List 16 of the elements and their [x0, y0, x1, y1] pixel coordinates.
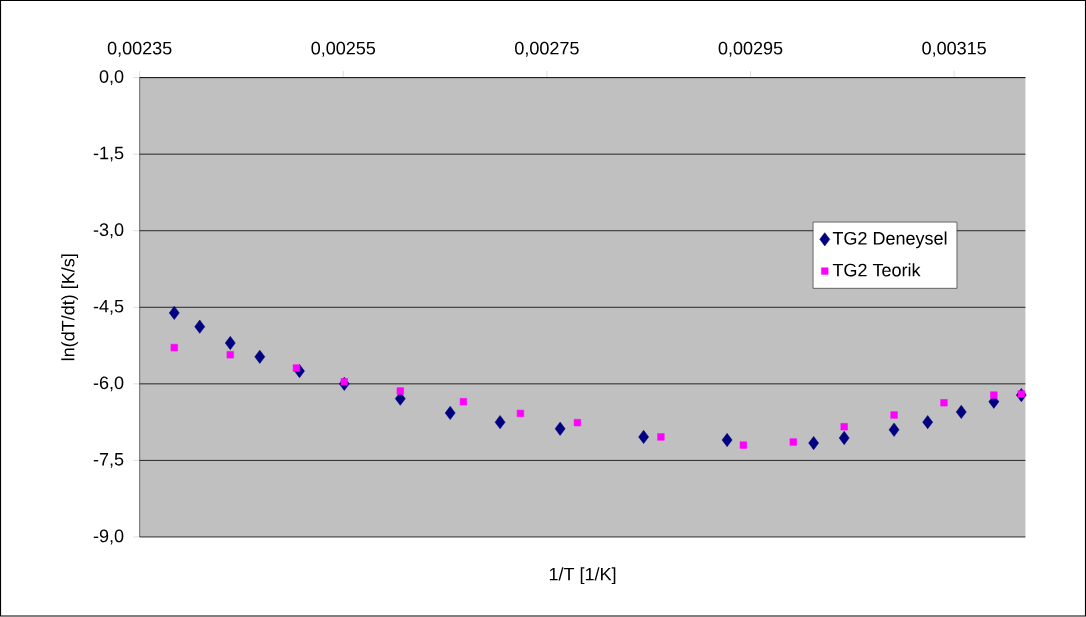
x-axis-title: 1/T [1/K]: [549, 567, 616, 585]
y-tick-label: -9,0: [93, 529, 124, 545]
legend-label: TG2 Deneysel: [832, 231, 947, 249]
x-tick-label: 0,00315: [922, 41, 986, 57]
legend-label: TG2 Teorik: [832, 263, 921, 277]
y-tick-label: -4,5: [93, 300, 124, 315]
y-tick-label: 0,0: [99, 70, 124, 86]
y-tick-label: -3,0: [93, 223, 124, 239]
y-tick-label: -6,0: [93, 376, 124, 392]
y-axis-title: ln(dT/dt) [K/s]: [61, 254, 79, 361]
x-tick-label: 0,00275: [515, 41, 579, 57]
y-tick-label: -7,5: [93, 453, 124, 468]
x-tick-label: 0,00295: [718, 41, 783, 57]
x-tick-label: 0,00255: [311, 41, 376, 57]
y-tick-label: -1,5: [93, 147, 124, 162]
x-tick-label: 0,00235: [107, 41, 172, 57]
